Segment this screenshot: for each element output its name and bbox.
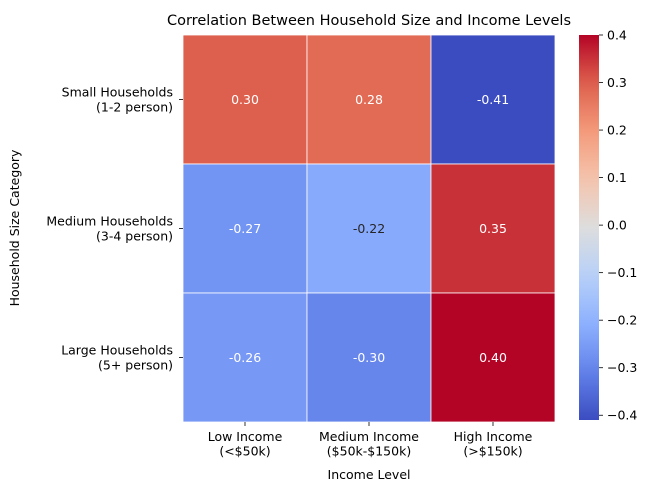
y-tick-label: (1-2 person) <box>96 100 173 115</box>
y-tick-label: (5+ person) <box>98 358 173 373</box>
colorbar-tick-label: 0.2 <box>607 123 627 138</box>
colorbar-tick-label: −0.1 <box>607 265 637 280</box>
x-tick-label: Medium Income <box>319 429 419 444</box>
cell-annotation: 0.28 <box>355 92 383 107</box>
colorbar-tick-label: −0.2 <box>607 313 637 328</box>
heatmap-cells <box>182 34 556 423</box>
cell-annotation: 0.35 <box>479 221 507 236</box>
cell-annotation: -0.22 <box>353 221 385 236</box>
heatmap-cell <box>430 34 556 165</box>
colorbar-ticks: 0.4 0.3 0.2 0.1 0.0 −0.1 −0.2 −0.3 −0.4 <box>599 28 637 423</box>
x-tick-label: Low Income <box>208 429 283 444</box>
x-tick-label: (<$50k) <box>219 444 270 459</box>
chart-title: Correlation Between Household Size and I… <box>167 13 571 29</box>
y-tick-label: Large Households <box>61 343 173 358</box>
colorbar-tick-label: 0.4 <box>607 28 627 43</box>
cell-annotation: -0.27 <box>229 221 261 236</box>
cell-annotation: -0.26 <box>229 350 261 365</box>
colorbar-tick-label: 0.0 <box>607 218 627 233</box>
cell-annotation: 0.30 <box>231 92 259 107</box>
colorbar: 0.4 0.3 0.2 0.1 0.0 −0.1 −0.2 −0.3 −0.4 <box>579 28 637 423</box>
y-tick-label: (3-4 person) <box>96 229 173 244</box>
cell-annotation: -0.30 <box>353 350 385 365</box>
cell-annotation: -0.41 <box>477 92 509 107</box>
x-tick-label: High Income <box>454 429 533 444</box>
cell-annotation: 0.40 <box>479 350 507 365</box>
heatmap-cell <box>306 292 432 423</box>
heatmap-cell <box>182 292 308 423</box>
heatmap-cell <box>182 163 308 294</box>
heatmap-cell <box>430 163 556 294</box>
y-tick-label: Medium Households <box>46 214 173 229</box>
heatmap-cell <box>182 34 308 165</box>
colorbar-tick-label: 0.3 <box>607 75 627 90</box>
colorbar-gradient <box>579 35 599 420</box>
y-axis-label: Household Size Category <box>7 149 22 306</box>
heatmap-annotations: 0.30 0.28 -0.41 -0.27 -0.22 0.35 -0.26 -0.30 0.4… <box>229 92 509 365</box>
x-axis-ticks: Low Income(<$50k) Medium Income($50k-$150… <box>208 422 533 459</box>
y-axis-ticks: Small Households(1-2 person) Medium House… <box>46 85 183 373</box>
x-axis-label: Income Level <box>328 467 411 482</box>
heatmap-cell <box>306 163 432 294</box>
colorbar-tick-label: 0.1 <box>607 170 627 185</box>
colorbar-tick-label: −0.4 <box>607 408 637 423</box>
heatmap-cell <box>306 34 432 165</box>
colorbar-tick-label: −0.3 <box>607 360 637 375</box>
y-tick-label: Small Households <box>62 85 173 100</box>
x-tick-label: ($50k-$150k) <box>327 444 411 459</box>
x-tick-label: (>$150k) <box>463 444 522 459</box>
